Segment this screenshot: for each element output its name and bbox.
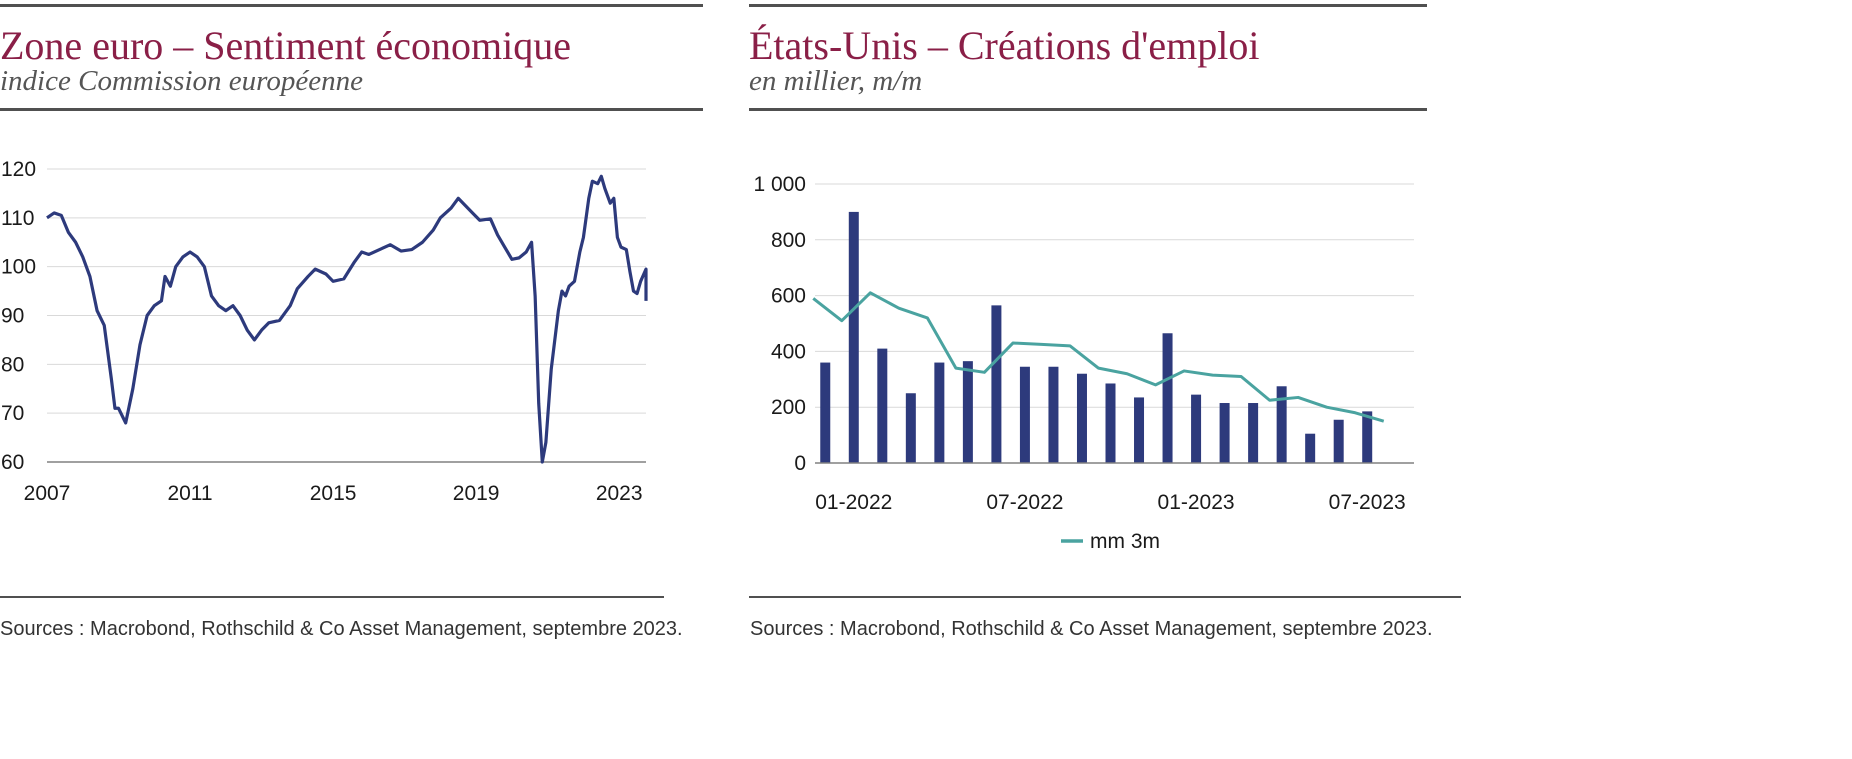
source-note: Sources : Macrobond, Rothschild & Co Ass… xyxy=(0,618,683,640)
x-tick-label: 2011 xyxy=(167,482,212,505)
y-tick-label: 0 xyxy=(794,452,806,475)
chart-title: États-Unis – Créations d'emploi xyxy=(749,23,1260,68)
bar xyxy=(1305,433,1316,463)
legend-label: mm 3m xyxy=(1090,530,1160,553)
bar xyxy=(934,362,945,463)
bar xyxy=(1248,403,1259,463)
sentiment-series-line xyxy=(46,174,648,464)
bar xyxy=(1276,386,1287,463)
bar xyxy=(1019,366,1030,463)
x-tick-label: 2023 xyxy=(596,482,643,505)
y-tick-label: 90 xyxy=(1,305,24,328)
chart-subtitle: indice Commission européenne xyxy=(0,65,363,97)
bar xyxy=(1134,397,1145,463)
x-tick-label: 2015 xyxy=(310,482,357,505)
y-tick-label: 600 xyxy=(771,285,806,308)
bar xyxy=(820,362,831,463)
bar xyxy=(1048,366,1059,463)
y-tick-label: 1 000 xyxy=(753,173,806,196)
x-tick-label: 01-2022 xyxy=(815,491,892,514)
y-tick-label: 80 xyxy=(1,353,24,376)
bar xyxy=(1162,333,1173,463)
y-tick-label: 400 xyxy=(771,340,806,363)
y-tick-label: 800 xyxy=(771,229,806,252)
footer-rule xyxy=(0,596,664,598)
y-tick-label: 70 xyxy=(1,402,24,425)
top-rule xyxy=(0,4,703,7)
x-tick-label: 07-2023 xyxy=(1329,491,1406,514)
footer-rule xyxy=(749,596,1461,598)
top-rule xyxy=(749,4,1427,7)
chart-subtitle: en millier, m/m xyxy=(749,65,923,97)
header-rule xyxy=(0,108,703,111)
bar xyxy=(1333,419,1344,463)
x-tick-label: 2019 xyxy=(453,482,500,505)
source-note: Sources : Macrobond, Rothschild & Co Ass… xyxy=(750,618,1433,640)
x-tick-label: 07-2022 xyxy=(986,491,1063,514)
jobs-bar-chart: 1 000 800 600 400 200 0 01-2022 07-2022 01-2023 0… xyxy=(753,173,1414,553)
bar xyxy=(905,393,916,463)
mm3m-series-line xyxy=(812,291,1385,423)
bar xyxy=(1076,373,1087,463)
x-tick-label: 2007 xyxy=(24,482,71,505)
y-tick-label: 100 xyxy=(1,256,36,279)
bar xyxy=(877,348,888,463)
bar xyxy=(962,361,973,463)
x-tick-label: 01-2023 xyxy=(1158,491,1235,514)
header-rule xyxy=(749,108,1427,111)
bar xyxy=(1219,403,1230,463)
bar xyxy=(1362,411,1373,463)
bar xyxy=(991,305,1002,463)
y-tick-label: 60 xyxy=(1,451,24,474)
y-tick-label: 110 xyxy=(1,207,34,230)
chart-title: Zone euro – Sentiment économique xyxy=(0,23,571,68)
bar xyxy=(1105,383,1116,463)
y-tick-label: 120 xyxy=(1,158,36,181)
bar xyxy=(848,211,859,463)
bar xyxy=(1191,394,1202,463)
y-tick-label: 200 xyxy=(771,396,806,419)
